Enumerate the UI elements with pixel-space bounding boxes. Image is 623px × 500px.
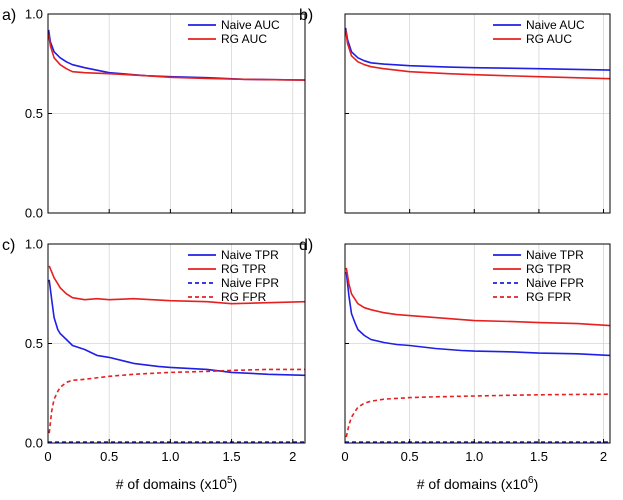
x-tick-label: 0.5: [100, 449, 118, 464]
legend-label: Naive FPR: [526, 276, 584, 290]
legend-label: RG FPR: [526, 290, 572, 304]
y-tick-label: 0.0: [25, 206, 43, 221]
series-line-naive-tpr: [345, 271, 610, 357]
y-tick-label: 1.0: [25, 237, 43, 252]
legend-label: Naive TPR: [526, 248, 584, 262]
x-tick-label: 1.0: [465, 449, 483, 464]
panel-label: c): [2, 237, 15, 254]
x-tick-label: 0: [341, 449, 348, 464]
x-tick-label: 2: [600, 449, 607, 464]
panel-label: d): [299, 237, 313, 254]
x-tick-label: 1.5: [530, 449, 548, 464]
series-line-naive-auc: [345, 27, 610, 71]
y-tick-label: 0.0: [25, 436, 43, 451]
series-line-rg-tpr: [345, 267, 610, 327]
series-line-naive-tpr: [48, 279, 305, 377]
panel-c: 0.0 0.5 1.0 0 0.5 1.0 1.5 2 c) # of domains (x105…: [2, 237, 306, 492]
legend-label: Naive AUC: [526, 18, 585, 32]
panel-d: 0 0.5 1.0 1.5 2 d) # of domains (x106) Naive TP…: [299, 237, 611, 492]
x-tick-label: 0: [44, 449, 51, 464]
series-line-rg-fpr: [48, 368, 305, 434]
panel-label: b): [299, 7, 313, 24]
x-tick-label: 2: [289, 449, 296, 464]
legend-label: RG AUC: [221, 32, 267, 46]
legend-label: Naive FPR: [221, 276, 279, 290]
x-tick-label: 0.5: [401, 449, 419, 464]
series-line-rg-tpr: [48, 265, 305, 305]
x-axis-label: # of domains (x105): [116, 475, 238, 492]
y-tick-label: 0.5: [25, 106, 43, 121]
legend-label: Naive TPR: [221, 248, 279, 262]
y-tick-label: 1.0: [25, 7, 43, 22]
legend-label: Naive AUC: [221, 18, 280, 32]
series-line-rg-fpr: [345, 393, 610, 438]
legend-label: RG FPR: [221, 290, 267, 304]
y-tick-label: 0.5: [25, 336, 43, 351]
legend-label: RG AUC: [526, 32, 572, 46]
legend-label: RG TPR: [526, 262, 571, 276]
legend-label: RG TPR: [221, 262, 266, 276]
series-line-rg-auc: [345, 29, 610, 80]
x-axis-label: # of domains (x106): [417, 475, 539, 492]
panel-label: a): [2, 7, 16, 24]
x-tick-label: 1.5: [223, 449, 241, 464]
series-line-rg-auc: [48, 33, 305, 81]
x-tick-label: 1.0: [161, 449, 179, 464]
